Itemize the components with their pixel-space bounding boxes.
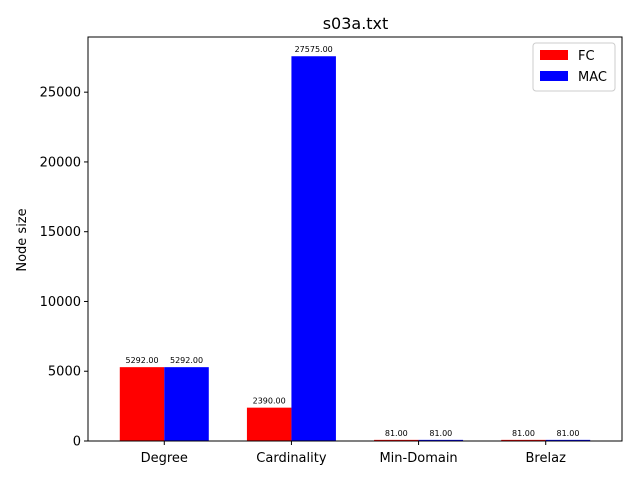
data-label-mac-degree: 5292.00 [170, 356, 203, 365]
y-axis: 0 5000 10000 15000 20000 25000 [40, 86, 88, 450]
y-tick-label: 15000 [40, 225, 81, 240]
legend-swatch-mac [540, 71, 568, 81]
bar-mac-cardinality [291, 56, 336, 441]
chart-title: s03a.txt [323, 14, 389, 33]
data-label-fc-degree: 5292.00 [125, 356, 158, 365]
bar-fc-degree [119, 367, 165, 441]
legend-label-fc: FC [578, 49, 595, 64]
bar-mac-brelaz [545, 439, 591, 441]
y-tick-label: 25000 [40, 86, 81, 101]
data-label-mac-min-domain: 81.00 [429, 429, 452, 438]
data-label-fc-cardinality: 2390.00 [253, 397, 286, 406]
bar-mac-min-domain [418, 439, 464, 441]
x-tick-label: Cardinality [256, 451, 327, 466]
x-tick-label: Brelaz [526, 451, 567, 466]
x-tick-label: Degree [141, 451, 188, 466]
x-tick-label: Min-Domain [379, 451, 457, 466]
data-label-mac-cardinality: 27575.00 [295, 45, 333, 54]
data-label-fc-min-domain: 81.00 [385, 429, 408, 438]
legend: FC MAC [532, 42, 616, 92]
bars-layer [119, 56, 591, 441]
y-tick-label: 5000 [48, 365, 81, 380]
y-tick-label: 0 [73, 435, 81, 450]
x-axis: Degree Cardinality Min-Domain Brelaz [141, 441, 566, 466]
y-axis-label: Node size [15, 208, 30, 271]
bar-mac-degree [164, 367, 209, 441]
bar-fc-cardinality [246, 407, 292, 441]
legend-swatch-fc [540, 50, 568, 60]
y-tick-label: 10000 [40, 295, 81, 310]
data-label-fc-brelaz: 81.00 [512, 429, 535, 438]
y-tick-label: 20000 [40, 155, 81, 170]
data-label-mac-brelaz: 81.00 [557, 429, 580, 438]
plot-frame [87, 36, 623, 442]
legend-label-mac: MAC [578, 70, 607, 85]
bar-fc-min-domain [374, 439, 419, 441]
data-labels-layer: 5292.00 2390.00 81.00 81.00 5292.00 27575.00 8… [125, 45, 579, 438]
bar-fc-brelaz [501, 439, 546, 441]
